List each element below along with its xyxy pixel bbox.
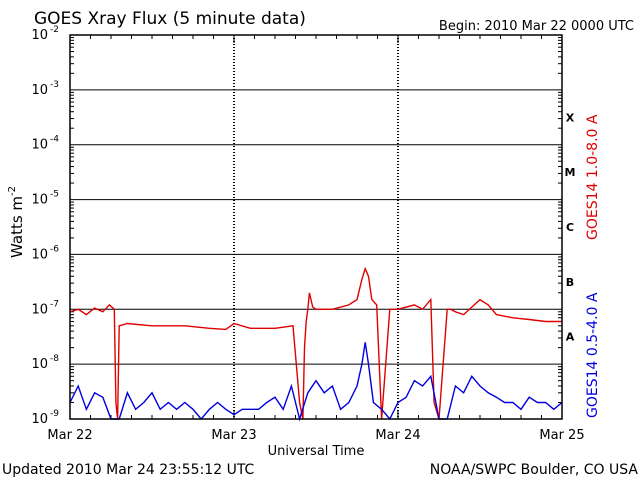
- y-tick-label: 10: [31, 138, 48, 153]
- y-tick-base: 10: [31, 83, 48, 98]
- y-axis-label: Watts m-2: [7, 186, 26, 258]
- footer-source: NOAA/SWPC Boulder, CO USA: [430, 462, 639, 478]
- y-tick-label: 10: [31, 83, 48, 98]
- y-tick-label: 10: [31, 412, 48, 427]
- x-tick-label: Mar 23: [211, 428, 256, 443]
- x-tick-label: Mar 22: [47, 428, 92, 443]
- flare-class-label: B: [566, 276, 574, 289]
- x-axis-label: Universal Time: [268, 444, 365, 459]
- series-label-blue: GOES14 0.5-4.0 A: [585, 292, 601, 418]
- y-tick-exponent: -2: [50, 25, 59, 35]
- y-tick-label: 10: [31, 247, 48, 262]
- y-tick-base: 10: [31, 412, 48, 427]
- begin-label: Begin: 2010 Mar 22 0000 UTC: [439, 19, 634, 34]
- series-label-red: GOES14 1.0-8.0 A: [585, 114, 601, 240]
- y-tick-exponent: -9: [50, 409, 59, 419]
- y-tick-base: 10: [31, 28, 48, 43]
- y-tick-base: 10: [31, 138, 48, 153]
- y-tick-label: 10: [31, 28, 48, 43]
- y-tick-exponent: -8: [50, 354, 59, 364]
- footer-updated: Updated 2010 Mar 24 23:55:12 UTC: [2, 462, 255, 478]
- y-tick-exponent: -4: [50, 135, 59, 145]
- series-line-0: [69, 266, 562, 420]
- flare-class-label: A: [566, 331, 575, 344]
- y-tick-label: 10: [31, 357, 48, 372]
- y-tick-label: 10: [31, 193, 48, 208]
- flare-class-label: C: [566, 221, 574, 234]
- series-name-short: GOES14 0.5-4.0 A: [585, 292, 601, 418]
- y-tick-base: 10: [31, 247, 48, 262]
- flare-class-label: X: [566, 111, 575, 124]
- y-tick-exponent: -7: [50, 299, 59, 309]
- y-tick-exponent: -6: [50, 244, 59, 254]
- chart-title: GOES Xray Flux (5 minute data): [34, 9, 306, 29]
- flare-class-label: M: [565, 166, 576, 179]
- series-name-long: GOES14 1.0-8.0 A: [585, 114, 601, 240]
- y-tick-exponent: -3: [50, 80, 59, 90]
- y-tick-label: 10: [31, 302, 48, 317]
- plot-border: [69, 34, 563, 420]
- x-tick-label: Mar 25: [539, 428, 584, 443]
- x-tick-label: Mar 24: [375, 428, 420, 443]
- y-tick-base: 10: [31, 357, 48, 372]
- y-tick-exponent: -5: [50, 190, 59, 200]
- series-line-1: [69, 342, 563, 422]
- y-axis-label-sup: -2: [7, 186, 18, 196]
- y-tick-base: 10: [31, 302, 48, 317]
- svg-text:Watts m-2: Watts m-2: [7, 186, 26, 258]
- y-axis-label-base: Watts m: [8, 196, 26, 258]
- y-tick-base: 10: [31, 193, 48, 208]
